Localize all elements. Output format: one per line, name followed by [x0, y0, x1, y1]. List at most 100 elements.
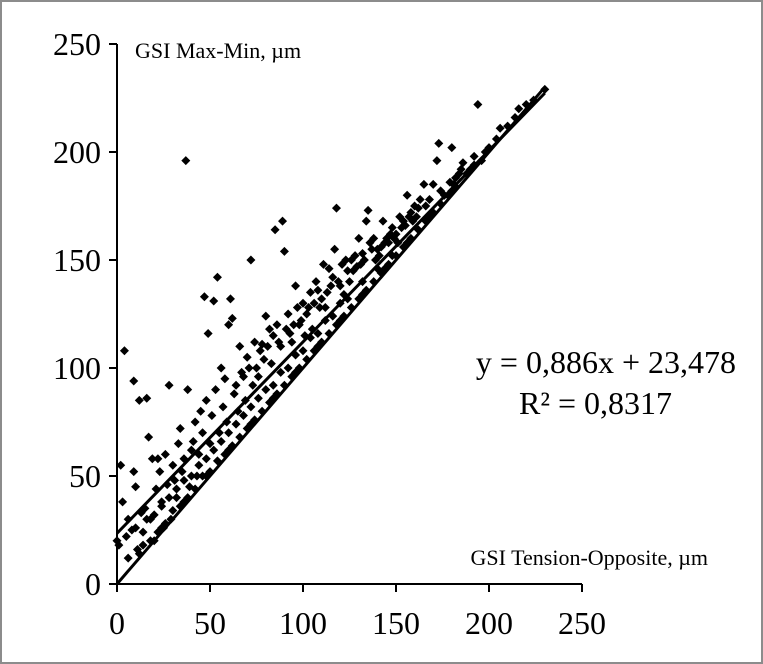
data-point	[202, 396, 211, 405]
data-point	[131, 482, 140, 491]
data-point	[217, 437, 226, 446]
data-point	[261, 312, 270, 321]
data-point	[284, 310, 293, 319]
data-point	[183, 385, 192, 394]
data-point	[139, 528, 148, 537]
x-tick-label: 0	[109, 605, 125, 641]
data-point	[258, 407, 267, 416]
data-point	[176, 424, 185, 433]
data-point	[317, 294, 326, 303]
data-point	[261, 385, 270, 394]
data-point	[473, 100, 482, 109]
data-point	[256, 346, 265, 355]
data-point	[272, 320, 281, 329]
data-point	[118, 497, 127, 506]
data-point	[306, 288, 315, 297]
data-point	[120, 346, 129, 355]
data-point	[179, 476, 188, 485]
data-point	[168, 461, 177, 470]
data-point	[436, 199, 445, 208]
y-tick-label: 200	[53, 134, 101, 170]
data-point	[492, 135, 501, 144]
data-point	[232, 420, 241, 429]
data-point	[144, 433, 153, 442]
data-point	[129, 467, 138, 476]
data-point	[470, 152, 479, 161]
data-point	[259, 355, 268, 364]
data-point	[432, 156, 441, 165]
data-point	[194, 461, 203, 470]
data-point	[378, 217, 387, 226]
y-tick-label: 100	[53, 350, 101, 386]
data-point	[312, 277, 321, 286]
data-point	[200, 292, 209, 301]
data-point	[165, 381, 174, 390]
data-point	[271, 225, 280, 234]
data-point	[181, 156, 190, 165]
data-point	[299, 346, 308, 355]
data-point	[174, 439, 183, 448]
data-point	[207, 411, 216, 420]
data-point	[232, 381, 241, 390]
data-point	[369, 277, 378, 286]
data-point	[250, 338, 259, 347]
data-point	[165, 493, 174, 502]
data-point	[434, 139, 443, 148]
data-point	[224, 428, 233, 437]
data-point	[187, 472, 196, 481]
y-tick-label: 250	[53, 26, 101, 62]
data-point	[243, 353, 252, 362]
data-point	[226, 294, 235, 303]
data-point	[302, 310, 311, 319]
data-point	[284, 364, 293, 373]
data-point	[403, 191, 412, 200]
data-point	[191, 418, 200, 427]
data-point	[235, 433, 244, 442]
data-point	[211, 385, 220, 394]
data-point	[129, 376, 138, 385]
data-point	[419, 180, 428, 189]
trendline-r-squared: R² = 0,8317	[519, 385, 672, 421]
y-axis-label: GSI Max-Min, µm	[135, 38, 301, 63]
data-point	[354, 234, 363, 243]
data-point	[189, 437, 198, 446]
data-point	[325, 329, 334, 338]
x-tick-label: 50	[194, 605, 226, 641]
data-point	[347, 303, 356, 312]
x-tick-label: 250	[558, 605, 606, 641]
data-point	[152, 484, 161, 493]
data-point	[202, 454, 211, 463]
data-point	[217, 364, 226, 373]
data-point	[246, 402, 255, 411]
data-point	[458, 158, 467, 167]
data-point	[196, 407, 205, 416]
data-point	[278, 217, 287, 226]
data-point	[280, 247, 289, 256]
data-point	[321, 303, 330, 312]
data-point	[345, 277, 354, 286]
x-tick-label: 100	[279, 605, 327, 641]
data-point	[161, 450, 170, 459]
data-point	[246, 256, 255, 265]
x-tick-label: 150	[372, 605, 420, 641]
data-point	[362, 217, 371, 226]
data-point	[254, 394, 263, 403]
trendline-equation: y = 0,886x + 23,478	[476, 344, 736, 380]
data-point	[163, 480, 172, 489]
data-point	[447, 143, 456, 152]
data-point	[267, 359, 276, 368]
data-point	[291, 281, 300, 290]
y-tick-label: 50	[69, 458, 101, 494]
data-point	[230, 389, 239, 398]
data-point	[153, 454, 162, 463]
x-axis-label: GSI Tension-Opposite, µm	[471, 545, 708, 570]
data-point	[204, 329, 213, 338]
data-point	[213, 273, 222, 282]
data-point	[135, 396, 144, 405]
data-point	[269, 381, 278, 390]
data-point	[124, 554, 133, 563]
data-point	[122, 532, 131, 541]
data-point	[496, 124, 505, 133]
data-point	[252, 364, 261, 373]
